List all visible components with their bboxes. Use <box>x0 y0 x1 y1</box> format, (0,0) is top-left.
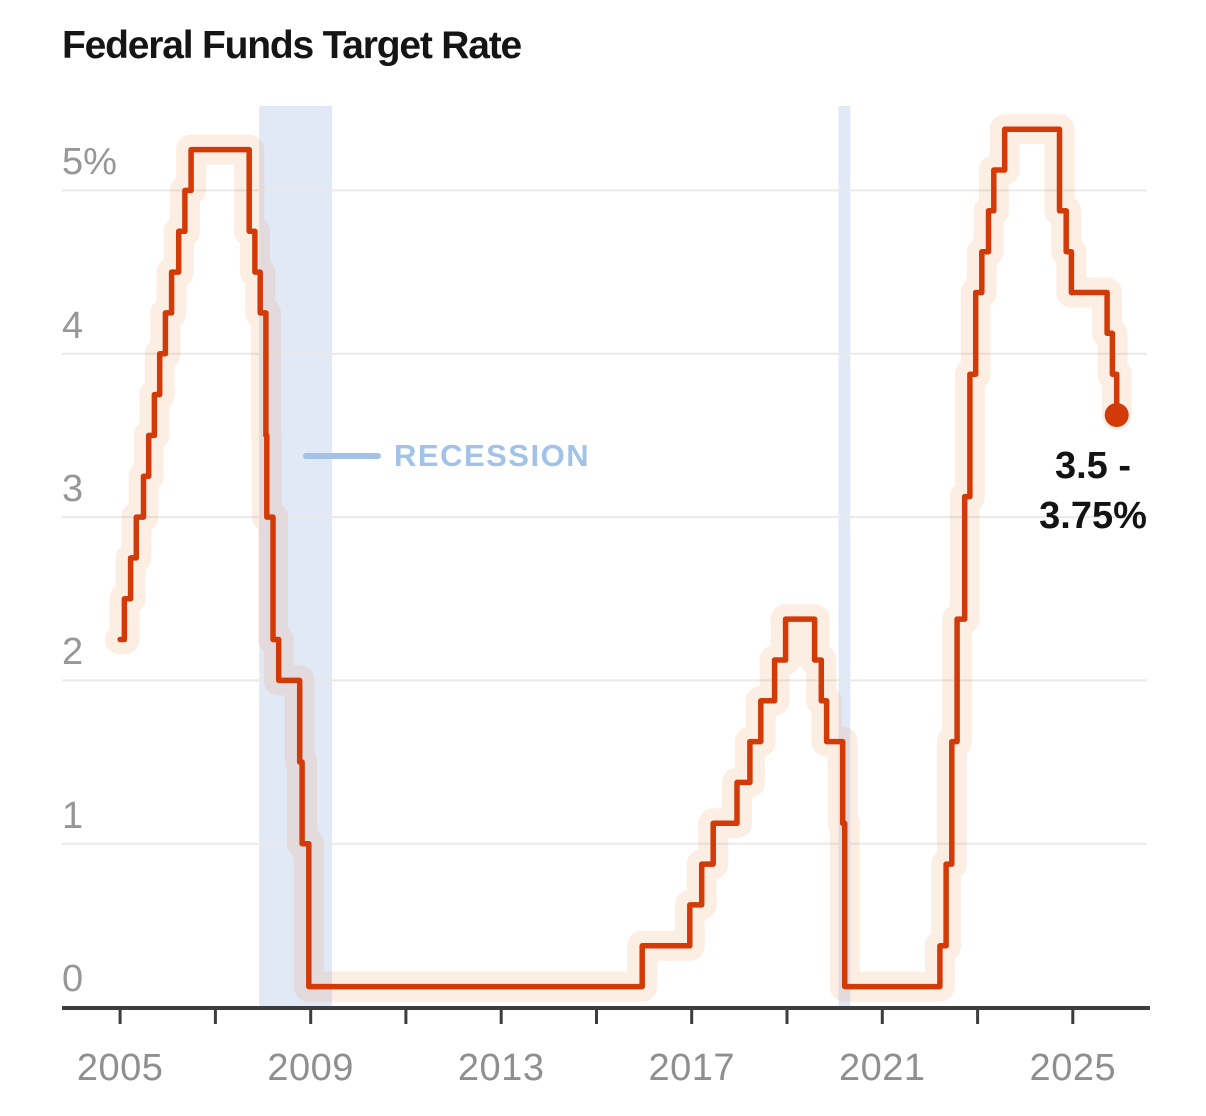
recession-dash-icon <box>303 453 381 459</box>
recession-band <box>838 106 851 1008</box>
chart-title: Federal Funds Target Rate <box>62 24 522 67</box>
current-rate-label-line2: 3.75% <box>1039 495 1147 537</box>
y-axis-tick-label: 3 <box>62 468 84 511</box>
x-axis-tick-label: 2013 <box>457 1047 545 1089</box>
x-axis-tick-label: 2009 <box>267 1047 354 1089</box>
recession-label: RECESSION <box>394 438 591 473</box>
current-rate-label: 3.5 - 3.75% <box>1022 441 1164 541</box>
current-value-dot <box>1104 403 1129 427</box>
recession-annotation: RECESSION <box>303 438 590 474</box>
x-axis-tick-label: 2021 <box>839 1047 926 1089</box>
y-axis-tick-label: 0 <box>62 958 84 1000</box>
x-axis-tick-label: 2025 <box>1029 1047 1117 1089</box>
rate-line <box>117 126 1120 990</box>
y-axis-tick-label: 4 <box>62 304 84 347</box>
y-axis-tick-label: 5% <box>62 141 117 184</box>
current-rate-label-line1: 3.5 - <box>1054 445 1132 487</box>
x-axis-tick-label: 2017 <box>648 1047 736 1089</box>
y-axis-tick-label: 2 <box>62 631 84 674</box>
y-axis-tick-label: 1 <box>62 794 84 837</box>
x-axis-tick-label: 2005 <box>76 1047 164 1089</box>
